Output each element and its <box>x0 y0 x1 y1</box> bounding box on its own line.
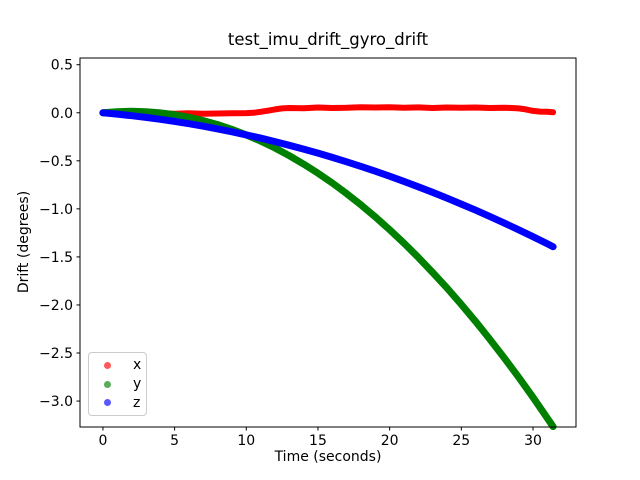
legend-item-z: z <box>89 393 146 412</box>
y-tick-label: −2.5 <box>39 346 73 362</box>
legend-label: z <box>133 394 141 411</box>
legend-label: x <box>133 357 142 374</box>
legend-marker-z-icon <box>104 399 111 407</box>
x-axis-label: Time (seconds) <box>274 449 382 465</box>
series-y-line <box>99 107 557 430</box>
axes-border <box>79 57 577 428</box>
y-tick-label: −1.5 <box>39 250 73 266</box>
legend-item-x: x <box>89 356 146 375</box>
series-z-line <box>99 109 557 251</box>
y-axis-label: Drift (degrees) <box>16 190 32 294</box>
y-tick-label: 0.5 <box>51 58 73 74</box>
y-tick-label: −1.0 <box>39 202 73 218</box>
series-x-line <box>99 104 557 117</box>
x-tick-label: 20 <box>381 433 399 449</box>
legend-label: y <box>133 376 142 392</box>
y-tick-label: −0.5 <box>39 154 73 170</box>
chart-title: test_imu_drift_gyro_drift <box>227 30 429 49</box>
x-tick-label: 30 <box>524 433 542 449</box>
y-tick-label: −2.0 <box>39 298 73 314</box>
x-tick-label: 0 <box>98 433 107 449</box>
legend-item-y: y <box>89 375 146 394</box>
legend-marker-y-icon <box>104 380 111 388</box>
x-tick-label: 15 <box>309 433 327 449</box>
legend-marker-x-icon <box>104 361 111 369</box>
x-tick-label: 10 <box>237 433 255 449</box>
y-tick-label: −3.0 <box>39 394 73 410</box>
x-tick-label: 5 <box>170 433 179 449</box>
x-tick-label: 25 <box>452 433 470 449</box>
y-tick-label: 0.0 <box>51 106 73 122</box>
